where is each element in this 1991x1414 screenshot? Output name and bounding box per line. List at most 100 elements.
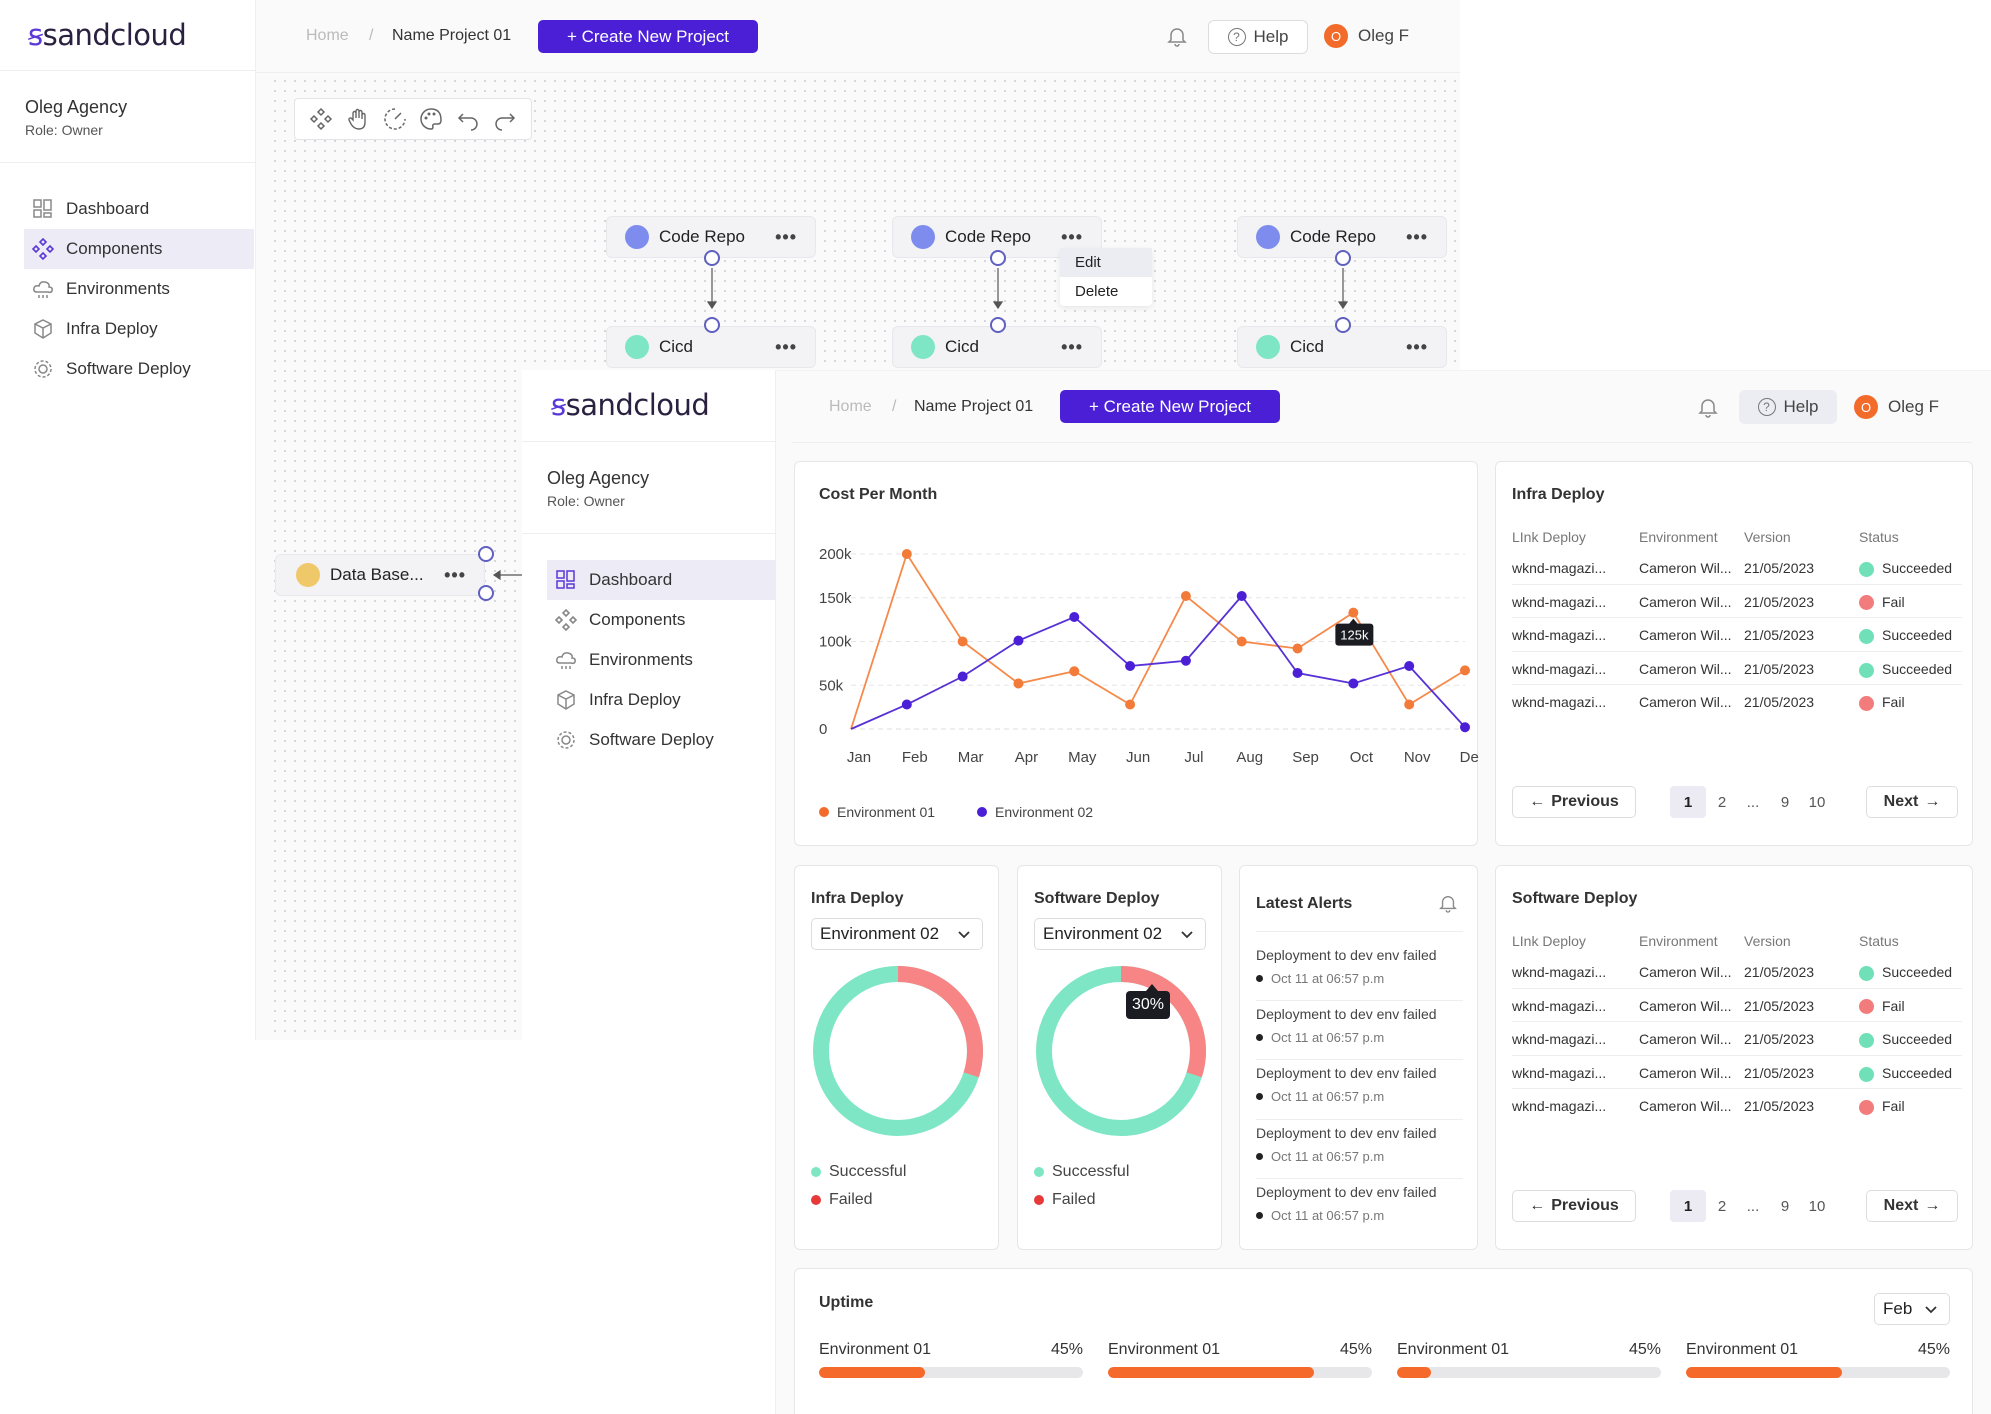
front-breadcrumb-current[interactable]: Name Project 01 bbox=[914, 398, 1034, 415]
alert-item[interactable]: Deployment to dev env failed Oct 11 at 06… bbox=[1256, 942, 1463, 1002]
front-nav-infra-deploy[interactable]: Infra Deploy bbox=[547, 680, 776, 720]
back-nav-software-deploy[interactable]: Software Deploy bbox=[24, 349, 254, 389]
infra-previous-button[interactable]: ← Previous bbox=[1512, 786, 1636, 818]
alert-item[interactable]: Deployment to dev env failed Oct 11 at 06… bbox=[1256, 1179, 1463, 1238]
table-row[interactable]: wknd-magazi... Cameron Wil... 21/05/2023 Fa… bbox=[1512, 989, 1962, 1023]
connection-port[interactable] bbox=[1335, 250, 1351, 266]
page-number[interactable]: 1 bbox=[1670, 1190, 1706, 1222]
connection-port[interactable] bbox=[1335, 317, 1351, 333]
node-database[interactable]: Data Base... ••• bbox=[275, 554, 485, 596]
back-logo[interactable]: ꞩsandcloud bbox=[28, 18, 187, 52]
front-nav-components[interactable]: Components bbox=[547, 600, 776, 640]
infra-next-button[interactable]: Next → bbox=[1866, 786, 1958, 818]
table-row[interactable]: wknd-magazi... Cameron Wil... 21/05/2023 Su… bbox=[1512, 551, 1962, 585]
front-user-menu[interactable]: O Oleg F bbox=[1854, 395, 1939, 419]
page-number[interactable]: 10 bbox=[1808, 1197, 1826, 1215]
back-nav-components[interactable]: Components bbox=[24, 229, 254, 269]
front-help-button[interactable]: ? Help bbox=[1739, 390, 1837, 424]
data-point[interactable] bbox=[1180, 655, 1191, 666]
context-menu-delete[interactable]: Delete bbox=[1075, 283, 1119, 300]
page-number[interactable]: 9 bbox=[1780, 1197, 1790, 1215]
data-point[interactable] bbox=[1069, 666, 1080, 677]
data-point[interactable] bbox=[1460, 665, 1470, 676]
more-icon[interactable]: ••• bbox=[775, 226, 797, 247]
back-breadcrumb-current[interactable]: Name Project 01 bbox=[392, 27, 512, 44]
software-environment-select[interactable]: Environment 02 bbox=[1034, 918, 1206, 950]
front-nav-environments[interactable]: Environments bbox=[547, 640, 776, 680]
table-row[interactable]: wknd-magazi... Cameron Wil... 21/05/2023 Fa… bbox=[1512, 585, 1962, 619]
table-row[interactable]: wknd-magazi... Cameron Wil... 21/05/2023 Su… bbox=[1512, 1056, 1962, 1090]
data-point[interactable] bbox=[1180, 591, 1191, 601]
speed-tool-icon[interactable] bbox=[382, 106, 408, 132]
page-number[interactable]: 2 bbox=[1717, 1197, 1727, 1215]
software-next-button[interactable]: Next → bbox=[1866, 1190, 1958, 1222]
back-nav-infra-deploy[interactable]: Infra Deploy bbox=[24, 309, 254, 349]
more-icon[interactable]: ••• bbox=[1406, 226, 1428, 247]
software-previous-button[interactable]: ← Previous bbox=[1512, 1190, 1636, 1222]
page-number[interactable]: 9 bbox=[1780, 793, 1790, 811]
data-point[interactable] bbox=[1236, 591, 1247, 601]
data-point[interactable] bbox=[1013, 678, 1024, 689]
connection-port[interactable] bbox=[478, 585, 494, 601]
redo-icon[interactable] bbox=[492, 106, 518, 132]
context-menu-edit[interactable]: Edit bbox=[1060, 248, 1152, 277]
table-row[interactable]: wknd-magazi... Cameron Wil... 21/05/2023 Su… bbox=[1512, 618, 1962, 652]
data-point[interactable] bbox=[901, 699, 912, 710]
more-icon[interactable]: ••• bbox=[1061, 336, 1083, 357]
components-tool-icon[interactable] bbox=[308, 106, 334, 132]
data-point[interactable] bbox=[1292, 668, 1303, 678]
data-point[interactable] bbox=[1460, 722, 1470, 733]
node-cicd-1[interactable]: Cicd ••• bbox=[606, 326, 816, 368]
page-number[interactable]: 2 bbox=[1717, 793, 1727, 811]
data-point[interactable] bbox=[1404, 661, 1415, 671]
back-breadcrumb-home[interactable]: Home bbox=[306, 27, 349, 44]
data-point[interactable] bbox=[1404, 699, 1415, 710]
table-row[interactable]: wknd-magazi... Cameron Wil... 21/05/2023 Fa… bbox=[1512, 1089, 1962, 1123]
uptime-month-select[interactable]: Feb bbox=[1874, 1293, 1950, 1325]
alert-item[interactable]: Deployment to dev env failed Oct 11 at 06… bbox=[1256, 1060, 1463, 1120]
table-row[interactable]: wknd-magazi... Cameron Wil... 21/05/2023 Su… bbox=[1512, 1022, 1962, 1056]
table-row[interactable]: wknd-magazi... Cameron Wil... 21/05/2023 Su… bbox=[1512, 955, 1962, 989]
front-create-project-button[interactable]: + Create New Project bbox=[1060, 390, 1280, 423]
more-icon[interactable]: ••• bbox=[775, 336, 797, 357]
front-bell-icon[interactable] bbox=[1697, 396, 1719, 423]
data-point[interactable] bbox=[1013, 635, 1024, 646]
data-point[interactable] bbox=[1069, 612, 1080, 622]
node-cicd-2[interactable]: Cicd ••• bbox=[892, 326, 1102, 368]
bell-icon[interactable] bbox=[1438, 893, 1458, 913]
connection-port[interactable] bbox=[704, 250, 720, 266]
back-bell-icon[interactable] bbox=[1166, 25, 1188, 52]
connection-port[interactable] bbox=[990, 317, 1006, 333]
back-user-menu[interactable]: O Oleg F bbox=[1324, 24, 1409, 48]
node-cicd-3[interactable]: Cicd ••• bbox=[1237, 326, 1447, 368]
undo-icon[interactable] bbox=[455, 106, 481, 132]
front-breadcrumb-home[interactable]: Home bbox=[829, 398, 872, 415]
data-point[interactable] bbox=[1125, 699, 1136, 710]
front-logo[interactable]: ꞩsandcloud bbox=[551, 388, 710, 422]
back-nav-dashboard[interactable]: Dashboard bbox=[24, 189, 254, 229]
page-number[interactable]: 10 bbox=[1808, 793, 1826, 811]
alert-item[interactable]: Deployment to dev env failed Oct 11 at 06… bbox=[1256, 1001, 1463, 1061]
palette-tool-icon[interactable] bbox=[418, 106, 444, 132]
more-icon[interactable]: ••• bbox=[1406, 336, 1428, 357]
connection-port[interactable] bbox=[478, 546, 494, 562]
data-point[interactable] bbox=[957, 636, 968, 647]
data-point[interactable] bbox=[1348, 607, 1359, 618]
node-code-repo-3[interactable]: Code Repo ••• bbox=[1237, 216, 1447, 258]
alert-item[interactable]: Deployment to dev env failed Oct 11 at 06… bbox=[1256, 1120, 1463, 1179]
data-point[interactable] bbox=[1125, 661, 1136, 671]
hand-tool-icon[interactable] bbox=[345, 106, 371, 132]
front-nav-dashboard[interactable]: Dashboard bbox=[547, 560, 776, 600]
table-row[interactable]: wknd-magazi... Cameron Wil... 21/05/2023 Su… bbox=[1512, 652, 1962, 686]
table-row[interactable]: wknd-magazi... Cameron Wil... 21/05/2023 Fa… bbox=[1512, 685, 1962, 719]
front-nav-software-deploy[interactable]: Software Deploy bbox=[547, 720, 776, 760]
infra-environment-select[interactable]: Environment 02 bbox=[811, 918, 983, 950]
more-icon[interactable]: ••• bbox=[1061, 226, 1083, 247]
data-point[interactable] bbox=[1292, 643, 1303, 654]
connection-port[interactable] bbox=[704, 317, 720, 333]
back-create-project-button[interactable]: + Create New Project bbox=[538, 20, 758, 53]
data-point[interactable] bbox=[1236, 636, 1247, 647]
back-nav-environments[interactable]: Environments bbox=[24, 269, 254, 309]
back-help-button[interactable]: ? Help bbox=[1208, 20, 1308, 54]
connection-port[interactable] bbox=[990, 250, 1006, 266]
